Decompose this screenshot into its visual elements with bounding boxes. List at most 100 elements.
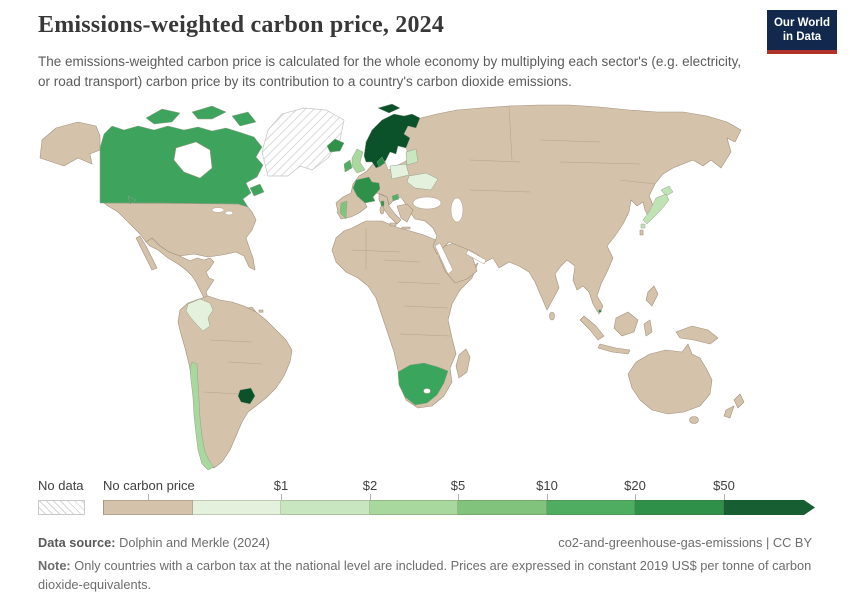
- country-japan-kyushu[interactable]: [640, 223, 646, 229]
- legend-tick-1: $1: [273, 478, 289, 493]
- note-text: Only countries with a carbon tax at the …: [38, 558, 812, 593]
- island-sumatra[interactable]: [579, 315, 605, 341]
- red-sea: [434, 242, 454, 275]
- legend-segment-under-1[interactable]: [193, 500, 281, 515]
- owid-logo[interactable]: Our World in Data: [767, 10, 837, 54]
- country-greece[interactable]: [396, 203, 414, 223]
- data-source-line: Data source: Dolphin and Merkle (2024): [38, 535, 270, 550]
- legend-tick-mark: [547, 494, 548, 500]
- legend-no-carbon-price-label: No carbon price: [103, 478, 195, 493]
- legend-segment-10-20[interactable]: [547, 500, 635, 515]
- legend-no-data-label: No data: [38, 478, 84, 493]
- island-sulawesi[interactable]: [643, 319, 653, 337]
- legend-tick-mark: [148, 494, 149, 500]
- legend-tick-mark: [458, 494, 459, 500]
- island-puerto-rico[interactable]: [258, 309, 264, 313]
- country-japan-hokkaido[interactable]: [660, 185, 674, 197]
- country-australia[interactable]: [627, 343, 713, 415]
- country-svalbard[interactable]: [377, 103, 401, 114]
- owid-logo-line1: Our World: [773, 17, 830, 29]
- legend-tick-mark: [281, 494, 282, 500]
- island-borneo[interactable]: [613, 311, 639, 337]
- note-label: Note:: [38, 558, 71, 573]
- country-canada-arctic-island-3[interactable]: [231, 111, 257, 127]
- legend-tick-5: $5: [450, 478, 466, 493]
- island-java[interactable]: [597, 343, 631, 355]
- country-alaska[interactable]: [39, 121, 101, 167]
- legend-segment-1-2[interactable]: [281, 500, 370, 515]
- island-sri-lanka[interactable]: [549, 311, 555, 321]
- data-source-label: Data source:: [38, 535, 116, 550]
- country-poland[interactable]: [389, 163, 410, 180]
- island-sicily[interactable]: [389, 222, 397, 227]
- country-uruguay[interactable]: [237, 387, 256, 405]
- legend-segment-2-5[interactable]: [370, 500, 458, 515]
- owid-logo-line2: in Data: [782, 31, 822, 44]
- country-united-kingdom[interactable]: [351, 148, 366, 174]
- island-sardinia[interactable]: [379, 205, 385, 215]
- country-japan-honshu[interactable]: [642, 193, 670, 225]
- continent-south-america[interactable]: [177, 295, 293, 469]
- legend-tick-mark: [370, 494, 371, 500]
- data-source-value: Dolphin and Merkle (2024): [119, 535, 270, 550]
- country-portugal[interactable]: [339, 200, 348, 220]
- country-france-corsica[interactable]: [380, 200, 385, 207]
- legend-tick-2: $2: [362, 478, 378, 493]
- country-greenland-no-data[interactable]: [261, 107, 345, 177]
- footer-row: Data source: Dolphin and Merkle (2024) c…: [38, 535, 812, 550]
- country-usa[interactable]: [103, 202, 257, 271]
- great-lakes-east: [224, 210, 234, 216]
- legend-no-data-swatch[interactable]: [38, 500, 85, 515]
- legend-tick-20: $20: [624, 478, 646, 493]
- black-sea: [412, 196, 442, 210]
- legend-segment-over-50-arrow[interactable]: [724, 500, 815, 515]
- hudson-bay: [173, 141, 213, 179]
- country-france[interactable]: [352, 176, 381, 204]
- legend-tick-mark: [635, 494, 636, 500]
- country-slovenia[interactable]: [391, 193, 400, 202]
- country-lesotho-hole: [423, 388, 431, 394]
- legend-segment-20-50[interactable]: [635, 500, 724, 515]
- continent-eurasia[interactable]: [335, 104, 742, 315]
- country-nordics[interactable]: [363, 113, 421, 169]
- legend-tick-10: $10: [536, 478, 558, 493]
- country-canada-vancouver-island[interactable]: [127, 195, 137, 205]
- country-ukraine[interactable]: [406, 172, 439, 191]
- footer-note: Note: Only countries with a carbon tax a…: [38, 556, 816, 594]
- island-new-guinea[interactable]: [675, 325, 719, 345]
- country-canada-arctic-island-1[interactable]: [145, 108, 181, 125]
- legend-segment-no-carbon-price[interactable]: [103, 500, 193, 515]
- island-taiwan[interactable]: [639, 229, 644, 236]
- page-title: Emissions-weighted carbon price, 2024: [38, 12, 445, 38]
- country-iceland[interactable]: [326, 138, 345, 153]
- chart-subtitle: The emissions-weighted carbon price is c…: [38, 54, 742, 89]
- country-new-zealand-south[interactable]: [723, 405, 735, 419]
- country-ireland[interactable]: [343, 159, 353, 173]
- legend-segment-5-10[interactable]: [458, 500, 547, 515]
- country-singapore[interactable]: [598, 309, 602, 313]
- caspian-sea: [450, 197, 464, 223]
- island-tasmania[interactable]: [689, 416, 699, 424]
- attribution-link[interactable]: co2-and-greenhouse-gas-emissions | CC BY: [558, 535, 812, 550]
- legend-color-bar[interactable]: [103, 500, 815, 515]
- island-crete[interactable]: [401, 226, 411, 230]
- colored-countries: [99, 103, 674, 471]
- country-canada-newfoundland[interactable]: [249, 183, 265, 197]
- island-philippines[interactable]: [645, 285, 659, 307]
- world-map[interactable]: [0, 100, 850, 480]
- country-south-africa[interactable]: [397, 362, 449, 406]
- country-canada-arctic-island-2[interactable]: [191, 105, 227, 120]
- persian-gulf: [465, 249, 487, 265]
- country-new-zealand[interactable]: [733, 393, 745, 409]
- country-borders: [203, 105, 656, 395]
- country-denmark[interactable]: [376, 156, 386, 168]
- island-madagascar[interactable]: [455, 348, 471, 379]
- great-lakes: [211, 207, 225, 213]
- country-chile[interactable]: [189, 361, 215, 471]
- country-baltics[interactable]: [405, 148, 419, 166]
- legend-tick-mark: [724, 494, 725, 500]
- country-colombia[interactable]: [185, 298, 214, 332]
- baja-peninsula[interactable]: [135, 235, 158, 271]
- legend-tick-50: $50: [713, 478, 735, 493]
